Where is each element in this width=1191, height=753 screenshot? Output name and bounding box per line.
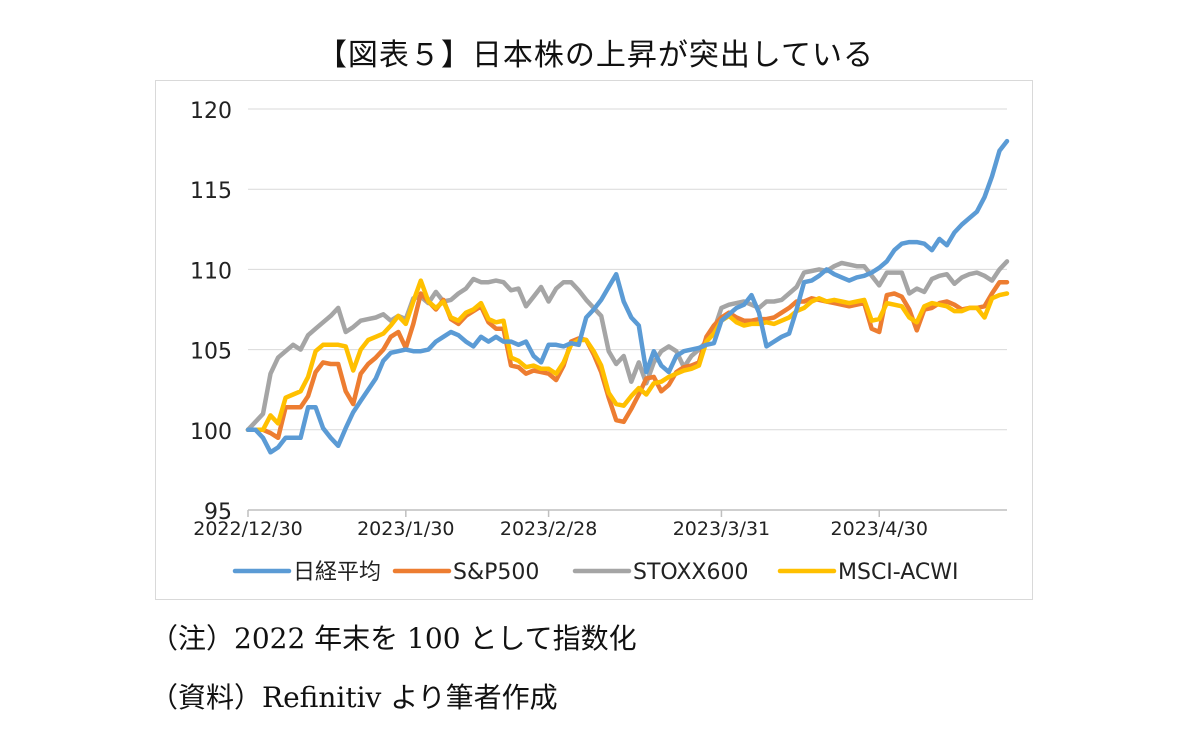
legend: 日経平均 S&P500 STOXX600 MSCI-ACWI (232, 560, 959, 585)
legend-label: STOXX600 (633, 560, 748, 585)
y-tick-label: 105 (190, 340, 232, 365)
chart-note: （注）2022 年末を 100 として指数化 (150, 622, 637, 655)
y-tick-label: 110 (190, 259, 232, 284)
series-line (245, 279, 1010, 441)
y-tick-label: 95 (204, 500, 232, 525)
axis-layer: 95 100 105 110 115 120 2022/12/30 2023/1/30 2023… (190, 99, 1007, 540)
legend-label: S&P500 (453, 560, 539, 585)
legend-label: MSCI-ACWI (838, 560, 959, 585)
chart-frame (155, 80, 1033, 600)
legend-label: 日経平均 (293, 560, 381, 585)
x-tick-label: 2022/12/30 (193, 518, 303, 540)
y-tick-label: 115 (190, 179, 232, 204)
x-tick-label: 2023/4/30 (831, 518, 928, 540)
x-tick-label: 2023/3/31 (673, 518, 770, 540)
x-tick-label: 2023/2/28 (500, 518, 597, 540)
chart-source: （資料）Refinitiv より筆者作成 (150, 681, 558, 714)
y-tick-label: 120 (190, 99, 232, 124)
x-tick-label: 2023/1/30 (357, 518, 454, 540)
series-line (245, 138, 1010, 455)
chart-title: 【図表５】日本株の上昇が突出している (316, 38, 875, 73)
series-layer (245, 138, 1010, 455)
series-line (245, 278, 1010, 433)
line-chart: 95 100 105 110 115 120 2022/12/30 2023/1/30 2023… (190, 99, 1010, 585)
grid-layer (248, 108, 1007, 431)
series-line (245, 259, 1010, 433)
y-tick-label: 100 (190, 420, 232, 445)
